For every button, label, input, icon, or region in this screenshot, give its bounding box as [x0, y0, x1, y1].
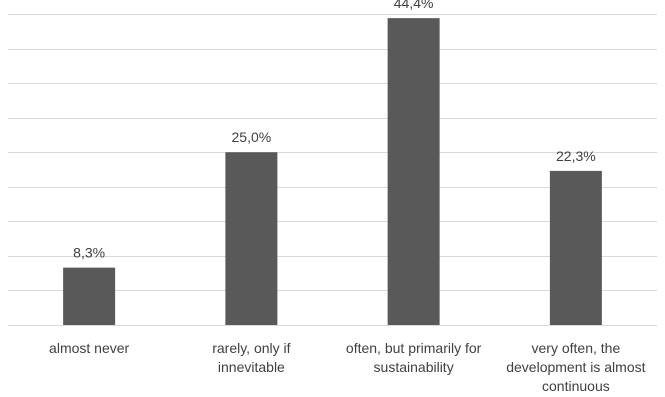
bar — [225, 152, 278, 325]
category-label: often, but primarily for sustainability — [346, 340, 482, 375]
category-label: almost never — [49, 340, 129, 356]
category-label-line: very often, the — [532, 340, 621, 356]
category-label: rarely, only if innevitable — [212, 340, 290, 375]
bar — [549, 170, 602, 325]
data-label: 25,0% — [232, 129, 272, 145]
data-label: 8,3% — [73, 245, 105, 261]
category-label-line: sustainability — [374, 359, 454, 375]
data-label: 44,4% — [394, 0, 434, 11]
bar — [63, 267, 116, 325]
category-axis-labels: almost never rarely, only if innevitable of… — [49, 340, 646, 394]
data-label: 22,3% — [556, 148, 596, 164]
category-label: very often, the development is almost cont… — [506, 340, 645, 394]
category-label-line: innevitable — [218, 359, 285, 375]
category-label-line: often, but primarily for — [346, 340, 482, 356]
gridlines — [8, 14, 657, 326]
category-label-line: almost never — [49, 340, 129, 356]
bars — [63, 18, 602, 325]
category-label-line: continuous — [542, 378, 610, 394]
category-label-line: development is almost — [506, 359, 645, 375]
data-labels: 8,3% 25,0% 44,4% 22,3% — [73, 0, 596, 261]
bar — [387, 18, 440, 325]
category-label-line: rarely, only if — [212, 340, 290, 356]
